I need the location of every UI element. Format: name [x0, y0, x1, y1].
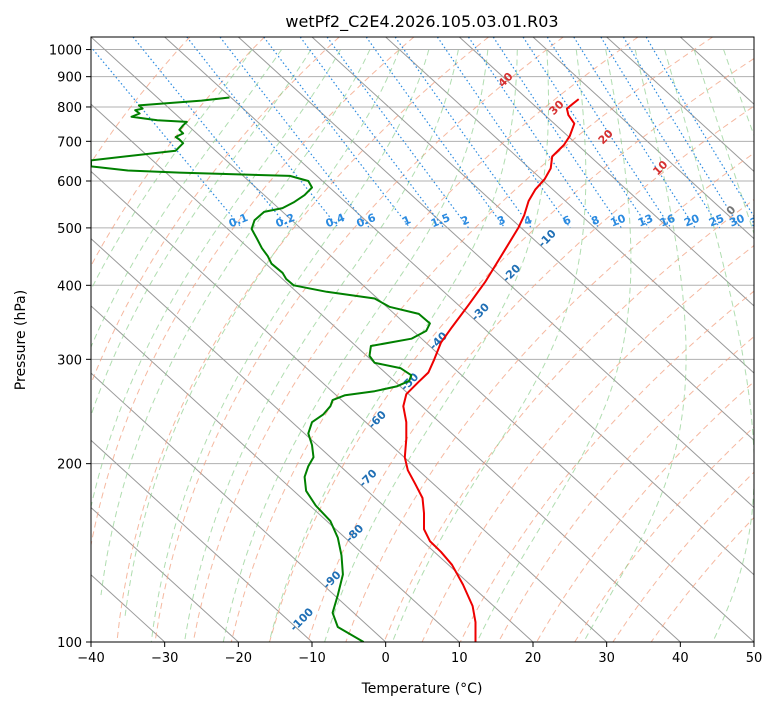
moist-adiabat-line — [100, 49, 371, 596]
mixing-ratio-label: 8 — [589, 213, 601, 228]
y-tick-label: 800 — [57, 101, 82, 116]
mixing-ratio-label: 13 — [636, 212, 655, 230]
y-tick-label: 900 — [57, 71, 82, 86]
moist-adiabat-line — [91, 49, 253, 291]
x-tick-label: 50 — [746, 651, 763, 666]
mixing-ratio-line — [394, 37, 532, 229]
dry-adiabat-line — [345, 152, 754, 642]
x-tick-label: −20 — [225, 651, 252, 666]
mixing-ratio-line — [326, 37, 469, 229]
moist-adiabat-line — [124, 49, 400, 618]
y-tick-label: 200 — [57, 458, 82, 473]
y-tick-label: 100 — [57, 636, 82, 651]
isotherm-line — [164, 37, 754, 576]
mixing-ratio-line — [299, 37, 445, 229]
dry-adiabat-line — [91, 37, 191, 164]
isotherm-line — [91, 305, 460, 642]
y-tick-label: 500 — [57, 222, 82, 237]
isotherm-line — [91, 170, 608, 642]
x-axis-label: Temperature (°C) — [361, 681, 483, 697]
moist-adiabat-line — [184, 49, 459, 642]
dry-adiabat-line — [154, 37, 564, 642]
mixing-ratio-label: 10 — [609, 212, 628, 230]
moist-adiabat-line — [476, 49, 632, 642]
mixing-ratio-line — [436, 37, 571, 229]
x-axis: −40 −30 −20 −10 0 10 20 30 40 50 — [77, 642, 762, 666]
dry-adiabat-line — [307, 105, 754, 642]
moist-adiabat-line — [583, 49, 687, 642]
isotherm-line — [91, 372, 387, 642]
x-tick-label: 40 — [672, 651, 689, 666]
dry-adiabat-line — [91, 37, 265, 267]
mixing-ratio-label: 25 — [707, 212, 726, 230]
mixing-ratio-label: 2 — [459, 213, 471, 228]
y-tick-label: 700 — [57, 135, 82, 150]
mixing-ratio-line — [132, 37, 290, 229]
moist-adiabat-line — [324, 49, 549, 642]
mixing-ratio-line — [492, 37, 622, 229]
moist-adiabat-line — [268, 49, 518, 642]
mixing-ratio-line — [91, 46, 243, 229]
y-axis-label: Pressure (hPa) — [13, 290, 29, 390]
moist-adiabat-line — [222, 49, 489, 642]
y-tick-label: 400 — [57, 279, 82, 294]
dry-adiabat-line — [269, 57, 754, 642]
plot-frame — [90, 36, 755, 643]
mixing-ratio-label: 3 — [495, 213, 507, 228]
mixing-ratio-line — [186, 37, 340, 229]
x-tick-label: 20 — [525, 651, 542, 666]
mixing-ratio-label: 30 — [727, 212, 746, 230]
isotherm-line — [91, 103, 681, 642]
chart-title: wetPf2_C2E4.2026.105.03.01.R03 — [285, 12, 558, 32]
moist-adiabat-line — [723, 49, 754, 137]
dry-adiabat-line — [192, 37, 639, 642]
mixing-ratio-label: 1 — [401, 213, 413, 228]
isotherm-line — [458, 37, 754, 307]
moist-adiabat-line — [693, 49, 754, 236]
temperature-profile-line — [402, 98, 580, 642]
mixing-ratio-line — [522, 37, 650, 229]
dry-adiabat-line — [91, 37, 415, 548]
isotherm-line — [91, 439, 313, 642]
dry-adiabat-line — [497, 335, 754, 642]
moist-adiabat-line — [664, 49, 754, 642]
dry-adiabat-line — [116, 37, 489, 642]
dewpoint-profile-line — [91, 96, 431, 642]
isotherm-line — [385, 37, 754, 374]
mixing-ratio-line — [573, 37, 696, 229]
mixing-ratio-label: 36 — [748, 212, 767, 230]
mixing-ratio-line — [622, 37, 741, 229]
mixing-ratio-line — [365, 37, 506, 229]
y-axis: 100 200 300 400 500 600 700 800 900 1000 — [49, 44, 91, 651]
moist-adiabat-line — [91, 49, 341, 510]
x-tick-label: −30 — [151, 651, 178, 666]
isotherm-line — [532, 37, 754, 240]
dry-adiabat-line — [383, 198, 754, 642]
y-tick-label: 300 — [57, 353, 82, 368]
profile-lines — [91, 96, 580, 642]
mixing-ratio-line — [546, 37, 672, 229]
isotherm-line — [91, 37, 754, 642]
background-lines — [91, 37, 754, 642]
isotherm-line — [91, 237, 534, 642]
mixing-ratio-line — [467, 37, 600, 229]
mixing-ratio-label: 20 — [682, 212, 701, 230]
isotherm-line — [311, 37, 754, 442]
dry-adiabat-line — [536, 381, 754, 642]
isotherm-line — [606, 37, 754, 173]
x-tick-label: 30 — [598, 651, 615, 666]
y-tick-label: 1000 — [49, 44, 82, 59]
x-tick-label: −40 — [77, 651, 104, 666]
x-tick-label: 0 — [382, 651, 390, 666]
mixing-ratio-label: 16 — [658, 212, 677, 230]
x-tick-label: −10 — [298, 651, 325, 666]
x-tick-label: 10 — [451, 651, 468, 666]
mixing-ratio-line — [263, 37, 411, 229]
y-tick-label: 600 — [57, 175, 82, 190]
moist-adiabat-line — [150, 49, 430, 642]
isotherm-line — [237, 37, 754, 509]
isotherm-line — [91, 506, 239, 642]
